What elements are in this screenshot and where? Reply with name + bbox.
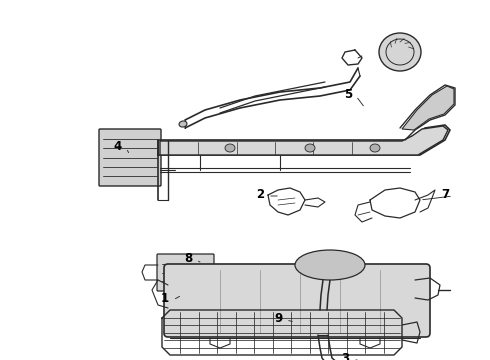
Ellipse shape (379, 33, 421, 71)
FancyBboxPatch shape (157, 254, 214, 291)
Polygon shape (160, 126, 448, 155)
FancyBboxPatch shape (164, 264, 430, 337)
Text: 1: 1 (161, 292, 169, 305)
Text: 7: 7 (441, 188, 449, 201)
Text: 4: 4 (114, 139, 122, 153)
Text: 9: 9 (274, 311, 282, 324)
Text: 3: 3 (341, 351, 349, 360)
Ellipse shape (370, 144, 380, 152)
Ellipse shape (295, 250, 365, 280)
Ellipse shape (305, 144, 315, 152)
Ellipse shape (225, 144, 235, 152)
Ellipse shape (179, 121, 187, 127)
Text: 8: 8 (184, 252, 192, 265)
Text: 2: 2 (256, 188, 264, 201)
FancyBboxPatch shape (99, 129, 161, 186)
Text: 5: 5 (344, 87, 352, 100)
Polygon shape (402, 86, 454, 130)
